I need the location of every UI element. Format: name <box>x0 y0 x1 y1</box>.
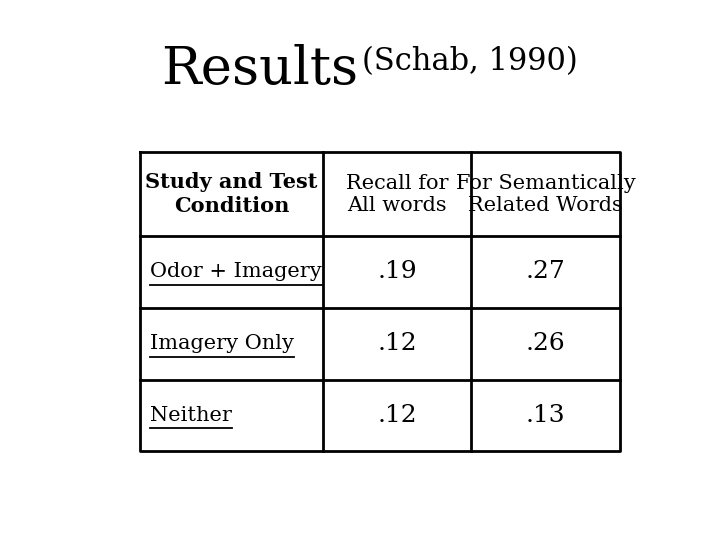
Text: (Schab, 1990): (Schab, 1990) <box>362 46 578 77</box>
Text: .27: .27 <box>526 260 566 284</box>
Text: Imagery Only: Imagery Only <box>150 334 294 353</box>
Text: .12: .12 <box>377 332 417 355</box>
Text: .19: .19 <box>377 260 417 284</box>
Text: Results: Results <box>161 44 358 95</box>
Text: Recall for
All words: Recall for All words <box>346 173 449 214</box>
Text: Study and Test
Condition: Study and Test Condition <box>145 172 318 215</box>
Text: .13: .13 <box>526 404 565 427</box>
Text: Neither: Neither <box>150 406 232 425</box>
Text: .26: .26 <box>526 332 566 355</box>
Text: .12: .12 <box>377 404 417 427</box>
Text: Odor + Imagery: Odor + Imagery <box>150 262 322 281</box>
Text: For Semantically
Related Words: For Semantically Related Words <box>456 173 636 214</box>
